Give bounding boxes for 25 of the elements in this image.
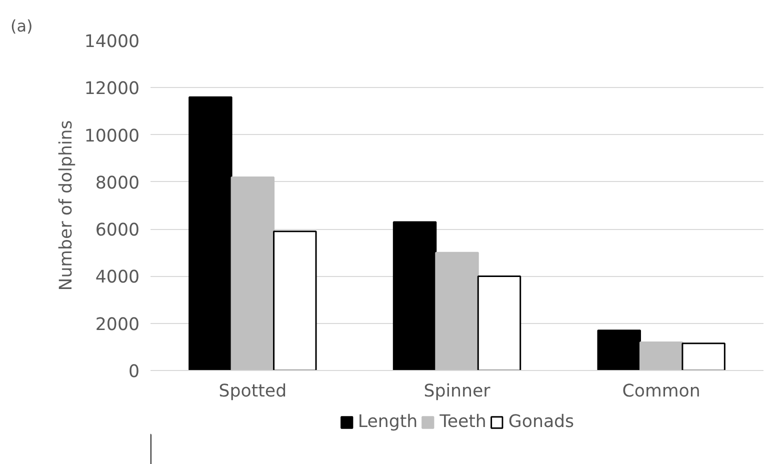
x-tick-label: Spinner — [424, 382, 492, 402]
bar — [392, 221, 437, 370]
bar — [597, 330, 641, 370]
bar — [435, 252, 479, 370]
x-tick-label: Common — [622, 382, 700, 402]
legend-label: Gonads — [508, 412, 574, 432]
y-tick-label: 14000 — [84, 32, 140, 52]
y-axis-title: Number of dolphins — [56, 120, 76, 291]
bar — [477, 275, 522, 370]
bar — [188, 96, 232, 370]
y-tick-label: 8000 — [95, 173, 140, 194]
legend-label: Length — [358, 412, 418, 432]
y-tick-label: 4000 — [95, 268, 140, 288]
bar — [230, 176, 275, 370]
y-tick-label: 2000 — [95, 314, 140, 335]
y-tick-label: 12000 — [84, 79, 140, 100]
y-tick-label: 6000 — [95, 220, 140, 241]
y-tick-label: 10000 — [84, 126, 140, 146]
bar — [639, 341, 684, 370]
bar — [682, 342, 726, 370]
x-tick-label: Spotted — [218, 382, 287, 402]
legend-label: Teeth — [440, 412, 486, 432]
bar — [273, 230, 317, 370]
text: (a) — [10, 16, 33, 36]
y-tick-label: 0 — [128, 362, 140, 382]
